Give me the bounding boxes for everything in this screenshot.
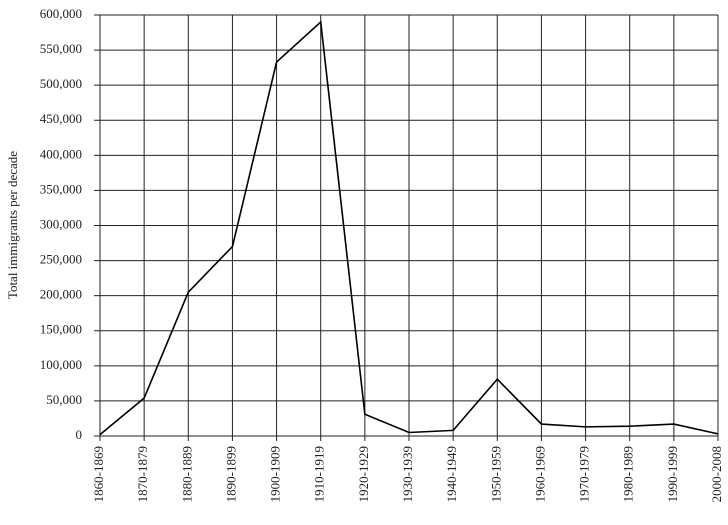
y-tick-label: 0 [76,427,83,442]
x-tick-label: 1970-1979 [577,446,592,502]
y-tick-label: 600,000 [40,6,82,21]
y-tick-label: 200,000 [40,287,82,302]
y-tick-label: 100,000 [40,357,82,372]
y-tick-label: 50,000 [46,392,82,407]
x-tick-label: 1920-1929 [356,446,371,502]
x-tick-label: 1890-1899 [223,446,238,502]
y-tick-label: 300,000 [40,216,82,231]
x-tick-label: 1980-1989 [621,446,636,502]
x-tick-label: 1990-1999 [665,446,680,502]
x-tick-label: 1900-1909 [268,446,283,502]
x-tick-label: 1910-1919 [312,446,327,502]
y-tick-label: 500,000 [40,76,82,91]
y-tick-label: 550,000 [40,41,82,56]
x-tick-label: 1940-1949 [444,446,459,502]
y-tick-label: 350,000 [40,181,82,196]
x-tick-label: 1930-1939 [400,446,415,502]
y-tick-label: 450,000 [40,111,82,126]
x-tick-label: 1870-1879 [135,446,150,502]
x-tick-label: 1960-1969 [532,446,547,502]
x-tick-label: 1860-1869 [91,446,106,502]
y-tick-label: 400,000 [40,146,82,161]
x-tick-label: 2000-2008 [709,446,724,502]
x-tick-label: 1880-1889 [179,446,194,502]
x-tick-label: 1950-1959 [488,446,503,502]
data-line [99,20,719,436]
y-tick-label: 150,000 [40,322,82,337]
y-axis-label: Total immigrants per decade [5,151,20,299]
y-tick-label: 250,000 [40,252,82,267]
